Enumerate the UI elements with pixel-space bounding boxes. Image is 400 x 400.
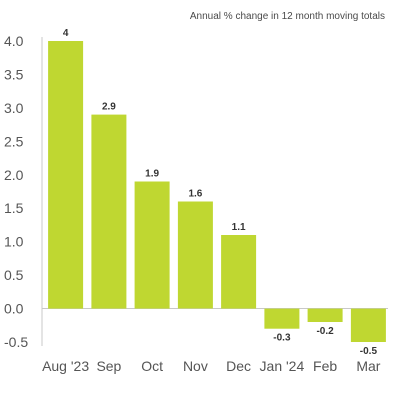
x-tick-label: Dec (226, 358, 251, 374)
bar (48, 41, 84, 309)
bar (134, 181, 170, 309)
bar (221, 235, 257, 309)
bar (350, 308, 386, 342)
bar-value-label: 4 (63, 28, 69, 39)
y-tick-label: 1.0 (4, 234, 24, 250)
bars (48, 41, 386, 342)
x-tick-label: Mar (356, 358, 380, 374)
x-tick-label: Oct (141, 358, 163, 374)
x-tick-label: Aug '23 (42, 358, 89, 374)
chart-subtitle: Annual % change in 12 month moving total… (190, 11, 385, 22)
y-tick-label: 3.0 (4, 100, 24, 116)
y-tick-label: 4.0 (4, 33, 24, 49)
bar-value-label: 1.9 (145, 169, 159, 180)
x-tick-label: Jan '24 (260, 358, 305, 374)
y-axis: 4.0 3.5 3.0 2.5 2.0 1.5 1.0 0.5 0.0 -0.5 (4, 33, 388, 350)
bar (307, 308, 343, 322)
y-tick-label: 2.0 (4, 167, 24, 183)
bar-value-label: 2.9 (102, 102, 116, 113)
bar (264, 308, 300, 329)
bar (177, 201, 213, 309)
x-axis: Aug '23 Sep Oct Nov Dec Jan '24 Feb Mar (42, 358, 381, 374)
x-tick-label: Nov (183, 358, 208, 374)
bar (91, 114, 127, 309)
bar-value-label: -0.2 (316, 326, 334, 337)
bar-value-label: 1.6 (188, 189, 202, 200)
value-labels: 4 2.9 1.9 1.6 1.1 -0.3 -0.2 -0.5 (63, 28, 378, 357)
bar-value-label: -0.3 (273, 333, 291, 344)
bar-value-label: -0.5 (360, 346, 378, 357)
y-tick-label: 3.5 (4, 66, 24, 82)
bar-value-label: 1.1 (232, 222, 246, 233)
y-tick-label: 0.5 (4, 267, 24, 283)
y-tick-label: 2.5 (4, 133, 24, 149)
y-tick-label: 1.5 (4, 200, 24, 216)
x-tick-label: Feb (313, 358, 337, 374)
y-tick-label: -0.5 (4, 334, 28, 350)
y-tick-label: 0.0 (4, 301, 24, 317)
x-tick-label: Sep (96, 358, 121, 374)
